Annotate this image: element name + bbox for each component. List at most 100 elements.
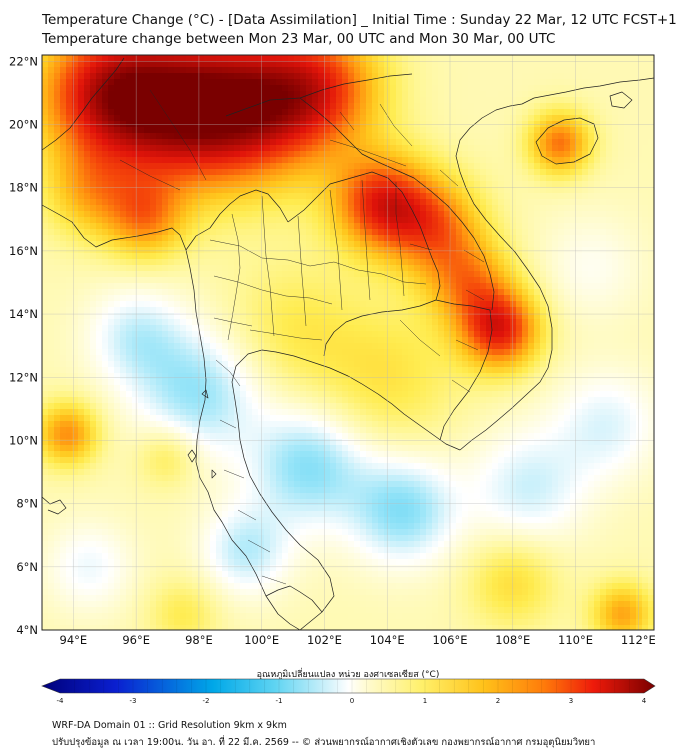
field-cell bbox=[426, 343, 433, 350]
field-cell bbox=[636, 127, 643, 134]
field-cell bbox=[354, 313, 361, 320]
field-cell bbox=[570, 217, 577, 224]
field-cell bbox=[582, 55, 589, 62]
field-cell bbox=[546, 271, 553, 278]
field-cell bbox=[102, 163, 109, 170]
field-cell bbox=[264, 241, 271, 248]
field-cell bbox=[210, 163, 217, 170]
field-cell bbox=[90, 313, 97, 320]
field-cell bbox=[504, 157, 511, 164]
field-cell bbox=[600, 157, 607, 164]
field-cell bbox=[504, 175, 511, 182]
field-cell bbox=[348, 265, 355, 272]
field-cell bbox=[426, 193, 433, 200]
field-cell bbox=[66, 229, 73, 236]
field-cell bbox=[498, 103, 505, 110]
field-cell bbox=[96, 163, 103, 170]
field-cell bbox=[648, 265, 654, 272]
field-cell bbox=[504, 73, 511, 80]
field-cell bbox=[282, 331, 289, 338]
field-cell bbox=[312, 265, 319, 272]
field-cell bbox=[96, 253, 103, 260]
field-cell bbox=[258, 199, 265, 206]
field-cell bbox=[144, 259, 151, 266]
field-cell bbox=[174, 157, 181, 164]
field-cell bbox=[576, 163, 583, 170]
field-cell bbox=[462, 175, 469, 182]
field-cell bbox=[234, 301, 241, 308]
field-cell bbox=[348, 61, 355, 68]
field-cell bbox=[204, 259, 211, 266]
field-cell bbox=[174, 79, 181, 86]
field-cell bbox=[312, 319, 319, 326]
field-cell bbox=[510, 187, 517, 194]
field-cell bbox=[570, 145, 577, 152]
field-cell bbox=[600, 61, 607, 68]
field-cell bbox=[300, 229, 307, 236]
field-cell bbox=[204, 79, 211, 86]
field-cell bbox=[456, 127, 463, 134]
field-cell bbox=[552, 115, 559, 122]
field-cell bbox=[300, 247, 307, 254]
field-cell bbox=[372, 163, 379, 170]
field-cell bbox=[588, 61, 595, 68]
field-cell bbox=[210, 343, 217, 350]
field-cell bbox=[306, 319, 313, 326]
field-cell bbox=[528, 211, 535, 218]
field-cell bbox=[600, 97, 607, 104]
field-cell bbox=[66, 259, 73, 266]
field-cell bbox=[270, 85, 277, 92]
field-cell bbox=[408, 73, 415, 80]
field-cell bbox=[462, 337, 469, 344]
field-cell bbox=[144, 223, 151, 230]
field-cell bbox=[216, 133, 223, 140]
field-cell bbox=[54, 187, 61, 194]
field-cell bbox=[156, 307, 163, 314]
field-cell bbox=[606, 139, 613, 146]
field-cell bbox=[168, 193, 175, 200]
field-cell bbox=[600, 73, 607, 80]
field-cell bbox=[534, 109, 541, 116]
field-cell bbox=[126, 151, 133, 158]
field-cell bbox=[312, 79, 319, 86]
field-cell bbox=[294, 67, 301, 74]
field-cell bbox=[204, 109, 211, 116]
field-cell bbox=[252, 97, 259, 104]
field-cell bbox=[246, 307, 253, 314]
field-cell bbox=[306, 205, 313, 212]
field-cell bbox=[318, 295, 325, 302]
field-cell bbox=[150, 193, 157, 200]
field-cell bbox=[606, 325, 613, 332]
field-cell bbox=[474, 313, 481, 320]
field-cell bbox=[348, 223, 355, 230]
field-cell bbox=[48, 181, 55, 188]
field-cell bbox=[450, 61, 457, 68]
field-cell bbox=[648, 133, 654, 140]
field-cell bbox=[354, 103, 361, 110]
field-cell bbox=[198, 325, 205, 332]
field-cell bbox=[408, 229, 415, 236]
field-cell bbox=[318, 223, 325, 230]
field-cell bbox=[642, 265, 649, 272]
field-cell bbox=[390, 115, 397, 122]
field-cell bbox=[630, 97, 637, 104]
field-cell bbox=[198, 115, 205, 122]
field-cell bbox=[132, 127, 139, 134]
field-cell bbox=[126, 181, 133, 188]
field-cell bbox=[318, 307, 325, 314]
field-cell bbox=[264, 211, 271, 218]
field-cell bbox=[378, 211, 385, 218]
field-cell bbox=[588, 247, 595, 254]
field-cell bbox=[342, 247, 349, 254]
field-cell bbox=[516, 241, 523, 248]
field-cell bbox=[624, 247, 631, 254]
field-cell bbox=[486, 295, 493, 302]
field-cell bbox=[612, 115, 619, 122]
field-cell bbox=[336, 91, 343, 98]
field-cell bbox=[504, 103, 511, 110]
field-cell bbox=[630, 55, 637, 62]
field-cell bbox=[450, 289, 457, 296]
field-cell bbox=[510, 79, 517, 86]
field-cell bbox=[612, 157, 619, 164]
field-cell bbox=[474, 115, 481, 122]
